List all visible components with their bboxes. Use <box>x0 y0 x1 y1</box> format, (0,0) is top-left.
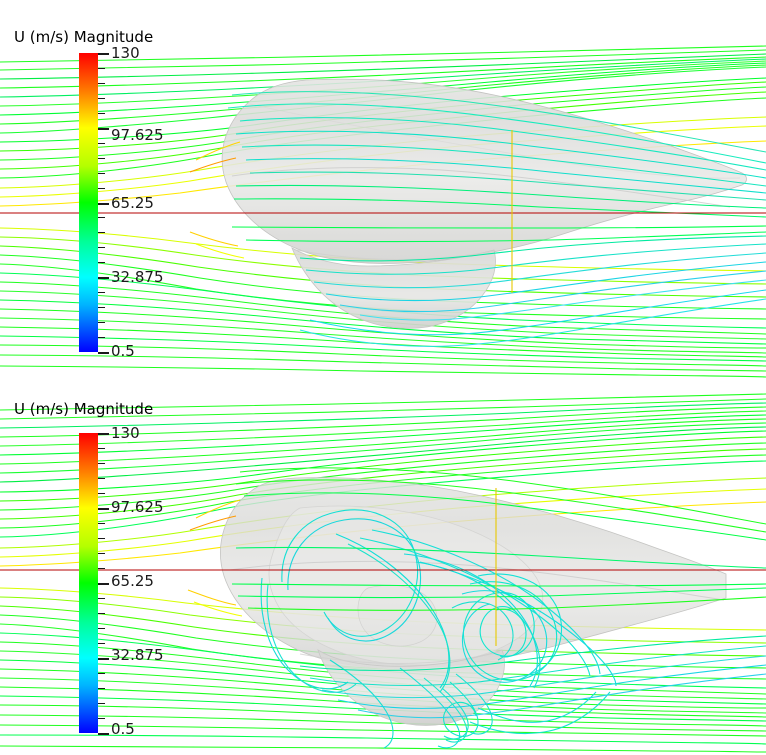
colorbar-minor-tick <box>98 247 105 249</box>
colorbar-major-tick <box>98 433 109 435</box>
colorbar-major-tick <box>98 658 109 660</box>
panel-top-render <box>0 45 766 378</box>
colorbar-label-min-top: 0.5 <box>111 342 135 360</box>
colorbar-label-max-top: 130 <box>111 44 140 62</box>
colorbar-minor-tick <box>98 172 105 174</box>
colorbar-minor-tick <box>98 613 105 614</box>
colorbar-minor-tick <box>98 292 105 294</box>
colorbar-minor-tick <box>98 478 105 479</box>
colorbar-ticks-bottom <box>98 433 112 735</box>
colorbar-minor-tick <box>98 673 105 674</box>
colorbar-minor-tick <box>98 493 105 494</box>
streamlines-front-top <box>0 91 766 347</box>
colorbar-minor-tick <box>98 553 105 554</box>
colorbar-label-min-bottom: 0.5 <box>111 720 135 738</box>
colorbar-ticks-top <box>98 53 112 354</box>
colorbar-major-tick <box>98 53 109 55</box>
colorbar-major-tick <box>98 127 109 130</box>
colorbar-minor-tick <box>98 217 105 219</box>
colorbar-label-q1-bottom: 32.875 <box>111 646 164 664</box>
legend-title-top: U (m/s) Magnitude <box>14 28 154 46</box>
colorbar-minor-tick <box>98 718 105 719</box>
colorbar-minor-tick <box>98 448 105 449</box>
colorbar-major-tick <box>98 733 109 735</box>
colorbar-minor-tick <box>98 322 105 324</box>
colorbar-major-tick <box>98 352 109 354</box>
colorbar-minor-tick <box>98 97 105 99</box>
colorbar-legend-top: U (m/s) Magnitude 130 97.625 65.25 32.87… <box>0 0 200 378</box>
colorbar-major-tick <box>98 508 109 510</box>
legend-title-bottom: U (m/s) Magnitude <box>14 400 154 418</box>
colorbar-major-tick <box>98 202 109 205</box>
colorbar-gradient-bottom <box>79 433 98 733</box>
colorbar-label-mid-top: 65.25 <box>111 194 154 212</box>
colorbar-minor-tick <box>98 463 105 464</box>
colorbar-minor-tick <box>98 628 105 629</box>
colorbar-label-q3-top: 97.625 <box>111 126 164 144</box>
colorbar-legend-bottom: U (m/s) Magnitude 130 97.625 65.25 32.87… <box>0 378 200 755</box>
colorbar-major-tick <box>98 277 109 280</box>
colorbar-minor-tick <box>98 67 105 69</box>
colorbar-gradient-top <box>79 53 98 352</box>
colorbar-minor-tick <box>98 307 105 309</box>
colorbar-minor-tick <box>98 643 105 644</box>
colorbar-label-max-bottom: 130 <box>111 424 140 442</box>
colorbar-label-mid-bottom: 65.25 <box>111 572 154 590</box>
colorbar-minor-tick <box>98 112 105 114</box>
streamlines-front-bottom <box>0 467 766 719</box>
colorbar-minor-tick <box>98 598 105 599</box>
colorbar-label-q3-bottom: 97.625 <box>111 498 164 516</box>
hull-geometry-top <box>221 78 747 329</box>
colorbar-minor-tick <box>98 82 105 84</box>
colorbar-minor-tick <box>98 262 105 264</box>
colorbar-minor-tick <box>98 337 105 339</box>
colorbar-major-tick <box>98 583 109 585</box>
panel-external-flow: U (m/s) Magnitude 130 97.625 65.25 32.87… <box>0 0 766 378</box>
colorbar-minor-tick <box>98 187 105 189</box>
colorbar-minor-tick <box>98 523 105 524</box>
colorbar-label-q1-top: 32.875 <box>111 268 164 286</box>
colorbar-minor-tick <box>98 232 105 234</box>
colorbar-minor-tick <box>98 703 105 704</box>
colorbar-minor-tick <box>98 688 105 689</box>
colorbar-minor-tick <box>98 142 105 144</box>
panel-bottom-render <box>0 378 766 755</box>
colorbar-minor-tick <box>98 568 105 569</box>
colorbar-minor-tick <box>98 538 105 539</box>
colorbar-minor-tick <box>98 157 105 159</box>
streamlines-interior-recirculation <box>260 509 617 749</box>
panel-internal-flow: U (m/s) Magnitude 130 97.625 65.25 32.87… <box>0 378 766 755</box>
